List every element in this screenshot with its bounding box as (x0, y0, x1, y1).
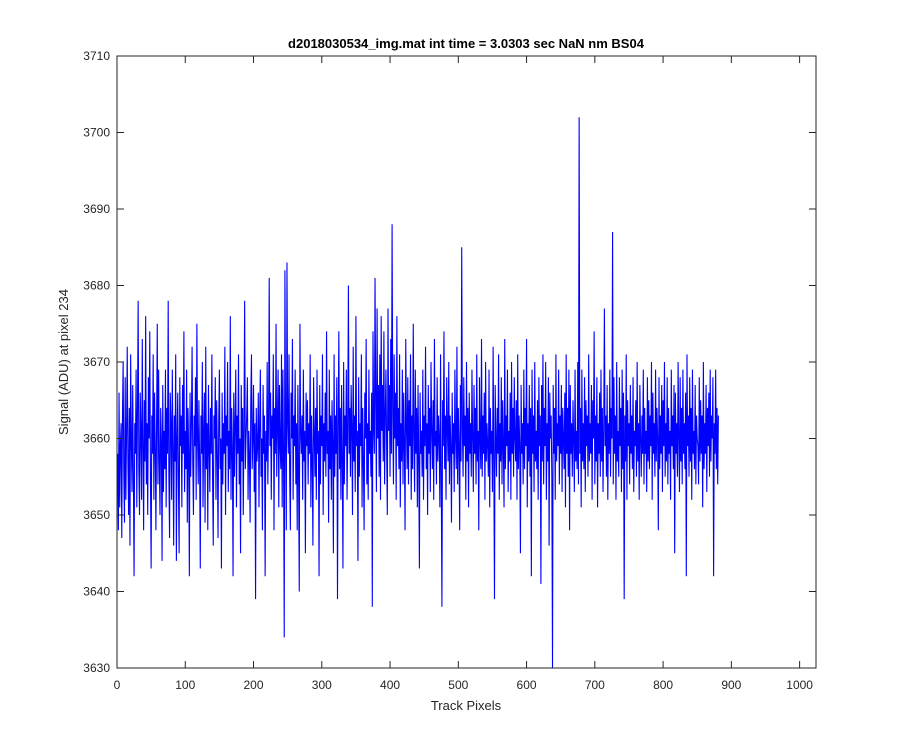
y-tick-label: 3690 (83, 202, 110, 216)
y-tick-label: 3670 (83, 355, 110, 369)
series-layer (117, 117, 719, 669)
x-tick-label: 900 (721, 678, 741, 692)
series-line-0 (117, 117, 719, 669)
x-tick-label: 200 (244, 678, 264, 692)
x-tick-label: 400 (380, 678, 400, 692)
y-tick-label: 3710 (83, 49, 110, 63)
x-tick-label: 500 (448, 678, 468, 692)
x-tick-label: 0 (114, 678, 121, 692)
chart-title: d2018030534_img.mat int time = 3.0303 se… (288, 36, 645, 51)
tick-layer: 0 100 200 300 400 500 600 700 800 900 1000 3630 3640… (83, 49, 816, 692)
x-tick-label: 600 (517, 678, 537, 692)
x-tick-label: 700 (585, 678, 605, 692)
x-tick-label: 800 (653, 678, 673, 692)
y-tick-label: 3700 (83, 126, 110, 140)
y-tick-label: 3630 (83, 661, 110, 675)
x-axis-label: Track Pixels (431, 698, 502, 713)
y-axis-label: Signal (ADU) at pixel 234 (56, 289, 71, 435)
x-tick-label: 300 (312, 678, 332, 692)
x-tick-label: 100 (175, 678, 195, 692)
y-tick-label: 3650 (83, 508, 110, 522)
x-tick-label: 1000 (786, 678, 813, 692)
y-tick-label: 3680 (83, 279, 110, 293)
y-tick-label: 3640 (83, 585, 110, 599)
y-tick-label: 3660 (83, 432, 110, 446)
